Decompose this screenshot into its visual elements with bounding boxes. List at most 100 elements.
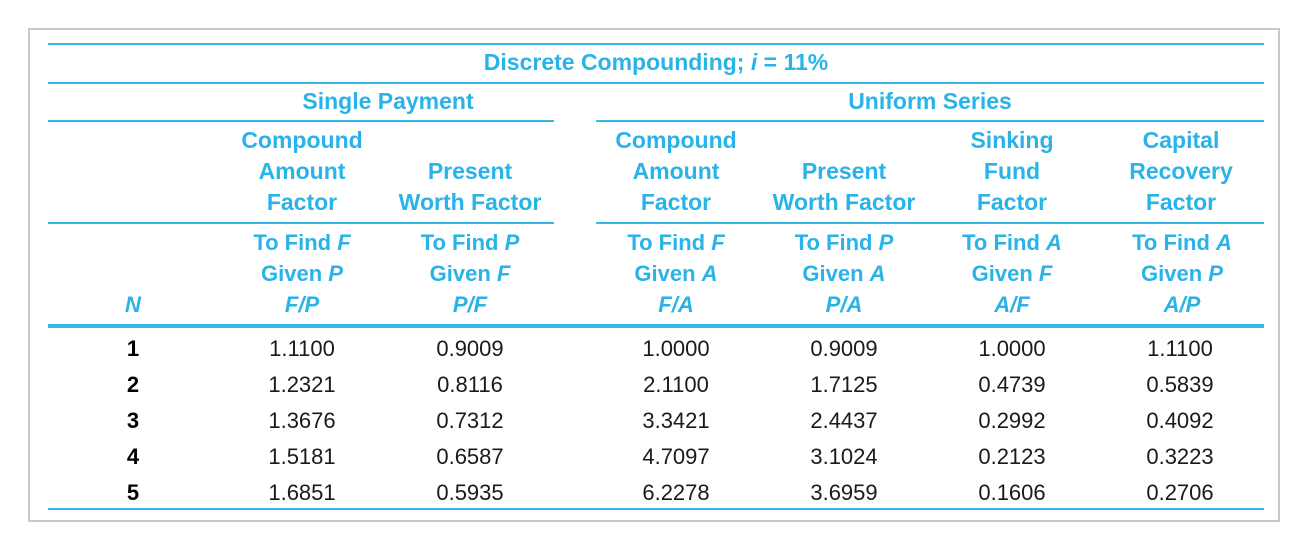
col-head-line: Capital bbox=[1142, 127, 1220, 153]
title-rate-symbol: i bbox=[750, 49, 758, 75]
table-cell: 1.7125 bbox=[810, 372, 878, 397]
given-label: Given bbox=[634, 261, 702, 286]
n-column-label: N bbox=[125, 292, 141, 317]
to-find-line: To Find F bbox=[222, 227, 382, 258]
col-head-line: Worth Factor bbox=[398, 189, 542, 215]
single-payment-rule bbox=[48, 120, 554, 122]
table-cell: 3.1024 bbox=[810, 444, 878, 469]
row-n-value: 1 bbox=[126, 336, 140, 361]
to-find-label: To Find bbox=[962, 230, 1046, 255]
given-label: Given bbox=[971, 261, 1039, 286]
table-cell: 1.0000 bbox=[978, 336, 1046, 361]
given-symbol: P bbox=[328, 261, 343, 286]
to-find-label: To Find bbox=[253, 230, 338, 255]
col-head-line: Present bbox=[801, 158, 887, 184]
col-head-line: Factor bbox=[976, 189, 1048, 215]
factor-notation-b: P bbox=[304, 292, 320, 317]
table-cell: 0.2992 bbox=[978, 408, 1046, 433]
group-uniform-series: Uniform Series bbox=[848, 88, 1012, 114]
col-head-line: Compound bbox=[241, 127, 363, 153]
col-head-line: Factor bbox=[640, 189, 712, 215]
given-line: Given A bbox=[762, 258, 926, 289]
given-line: Given F bbox=[932, 258, 1092, 289]
col-head-line: Fund bbox=[983, 158, 1041, 184]
uniform-series-heads-rule bbox=[596, 222, 1264, 224]
col-head-line: Worth Factor bbox=[772, 189, 916, 215]
to-find-label: To Find bbox=[420, 230, 505, 255]
col-head-line: Compound bbox=[615, 127, 737, 153]
to-find-line: To Find P bbox=[762, 227, 926, 258]
col-head-present-worth: Present Worth Factor bbox=[385, 156, 555, 218]
col-head-line: Factor bbox=[266, 189, 338, 215]
table-cell: 0.4739 bbox=[978, 372, 1046, 397]
factor-notation-a: P bbox=[825, 292, 841, 317]
given-line: Given P bbox=[222, 258, 382, 289]
col-head-line: Amount bbox=[258, 158, 346, 184]
col-head-sinking-fund: Sinking Fund Factor bbox=[932, 125, 1092, 218]
row-n-value: 2 bbox=[126, 372, 140, 397]
find-head-cell: To Find A Given P A/P bbox=[1100, 227, 1264, 320]
factor-notation: F/P bbox=[222, 289, 382, 320]
table-cell: 0.2123 bbox=[978, 444, 1046, 469]
col-head-capital-recovery: Capital Recovery Factor bbox=[1098, 125, 1264, 218]
factor-notation-a: P bbox=[452, 292, 468, 317]
col-head-uniform-present-worth: Present Worth Factor bbox=[758, 156, 930, 218]
to-find-label: To Find bbox=[794, 230, 879, 255]
table-cell: 1.5181 bbox=[268, 444, 336, 469]
table-cell: 1.2321 bbox=[268, 372, 336, 397]
row-n-value: 4 bbox=[126, 444, 140, 469]
to-find-line: To Find A bbox=[932, 227, 1092, 258]
title-prefix: Discrete Compounding; bbox=[483, 49, 751, 75]
factor-notation: P/A bbox=[762, 289, 926, 320]
title-rule bbox=[48, 82, 1264, 84]
given-symbol: F bbox=[1038, 261, 1053, 286]
bottom-rule bbox=[48, 508, 1264, 510]
table-cell: 0.3223 bbox=[1146, 444, 1214, 469]
table-cell: 4.7097 bbox=[642, 444, 710, 469]
given-line: Given A bbox=[596, 258, 756, 289]
find-head-cell: To Find A Given F A/F bbox=[932, 227, 1092, 320]
factor-notation: P/F bbox=[385, 289, 555, 320]
col-head-compound-amount: Compound Amount Factor bbox=[222, 125, 382, 218]
table-cell: 1.3676 bbox=[268, 408, 336, 433]
col-head-line: Recovery bbox=[1129, 158, 1233, 184]
table-cell: 0.4092 bbox=[1146, 408, 1214, 433]
factor-notation-slash: / bbox=[671, 292, 678, 317]
given-label: Given bbox=[261, 261, 329, 286]
to-find-symbol: A bbox=[1046, 230, 1062, 255]
row-n-value: 5 bbox=[126, 480, 140, 505]
given-symbol: P bbox=[1208, 261, 1223, 286]
to-find-symbol: F bbox=[711, 230, 725, 255]
to-find-label: To Find bbox=[627, 230, 712, 255]
given-symbol: A bbox=[869, 261, 886, 286]
table-cell: 0.5839 bbox=[1146, 372, 1214, 397]
top-rule bbox=[48, 43, 1264, 45]
to-find-symbol: P bbox=[504, 230, 520, 255]
given-label: Given bbox=[802, 261, 870, 286]
col-head-line: Amount bbox=[632, 158, 720, 184]
header-bottom-rule bbox=[48, 324, 1264, 328]
find-head-cell: To Find P Given A P/A bbox=[762, 227, 926, 320]
table-cell: 1.6851 bbox=[268, 480, 336, 505]
factor-notation-a: F bbox=[658, 292, 672, 317]
factor-notation-a: A bbox=[994, 292, 1011, 317]
to-find-line: To Find F bbox=[596, 227, 756, 258]
factor-notation-slash: / bbox=[467, 292, 474, 317]
table-cell: 0.8116 bbox=[437, 372, 503, 397]
table-cell: 0.9009 bbox=[436, 336, 504, 361]
table-cell: 3.3421 bbox=[642, 408, 710, 433]
uniform-series-rule bbox=[596, 120, 1264, 122]
factor-notation-b: F bbox=[473, 292, 488, 317]
given-symbol: F bbox=[496, 261, 511, 286]
table-cell: 0.5935 bbox=[436, 480, 504, 505]
factor-notation: A/P bbox=[1100, 289, 1264, 320]
factor-notation-slash: / bbox=[298, 292, 305, 317]
factor-notation: F/A bbox=[596, 289, 756, 320]
factor-notation-b: F bbox=[1016, 292, 1030, 317]
given-label: Given bbox=[429, 261, 497, 286]
factor-notation-slash: / bbox=[840, 292, 847, 317]
title-rate-value: = 11% bbox=[757, 49, 829, 75]
table-cell: 6.2278 bbox=[642, 480, 710, 505]
find-head-cell: To Find F Given P F/P bbox=[222, 227, 382, 320]
factor-notation-b: A bbox=[677, 292, 694, 317]
